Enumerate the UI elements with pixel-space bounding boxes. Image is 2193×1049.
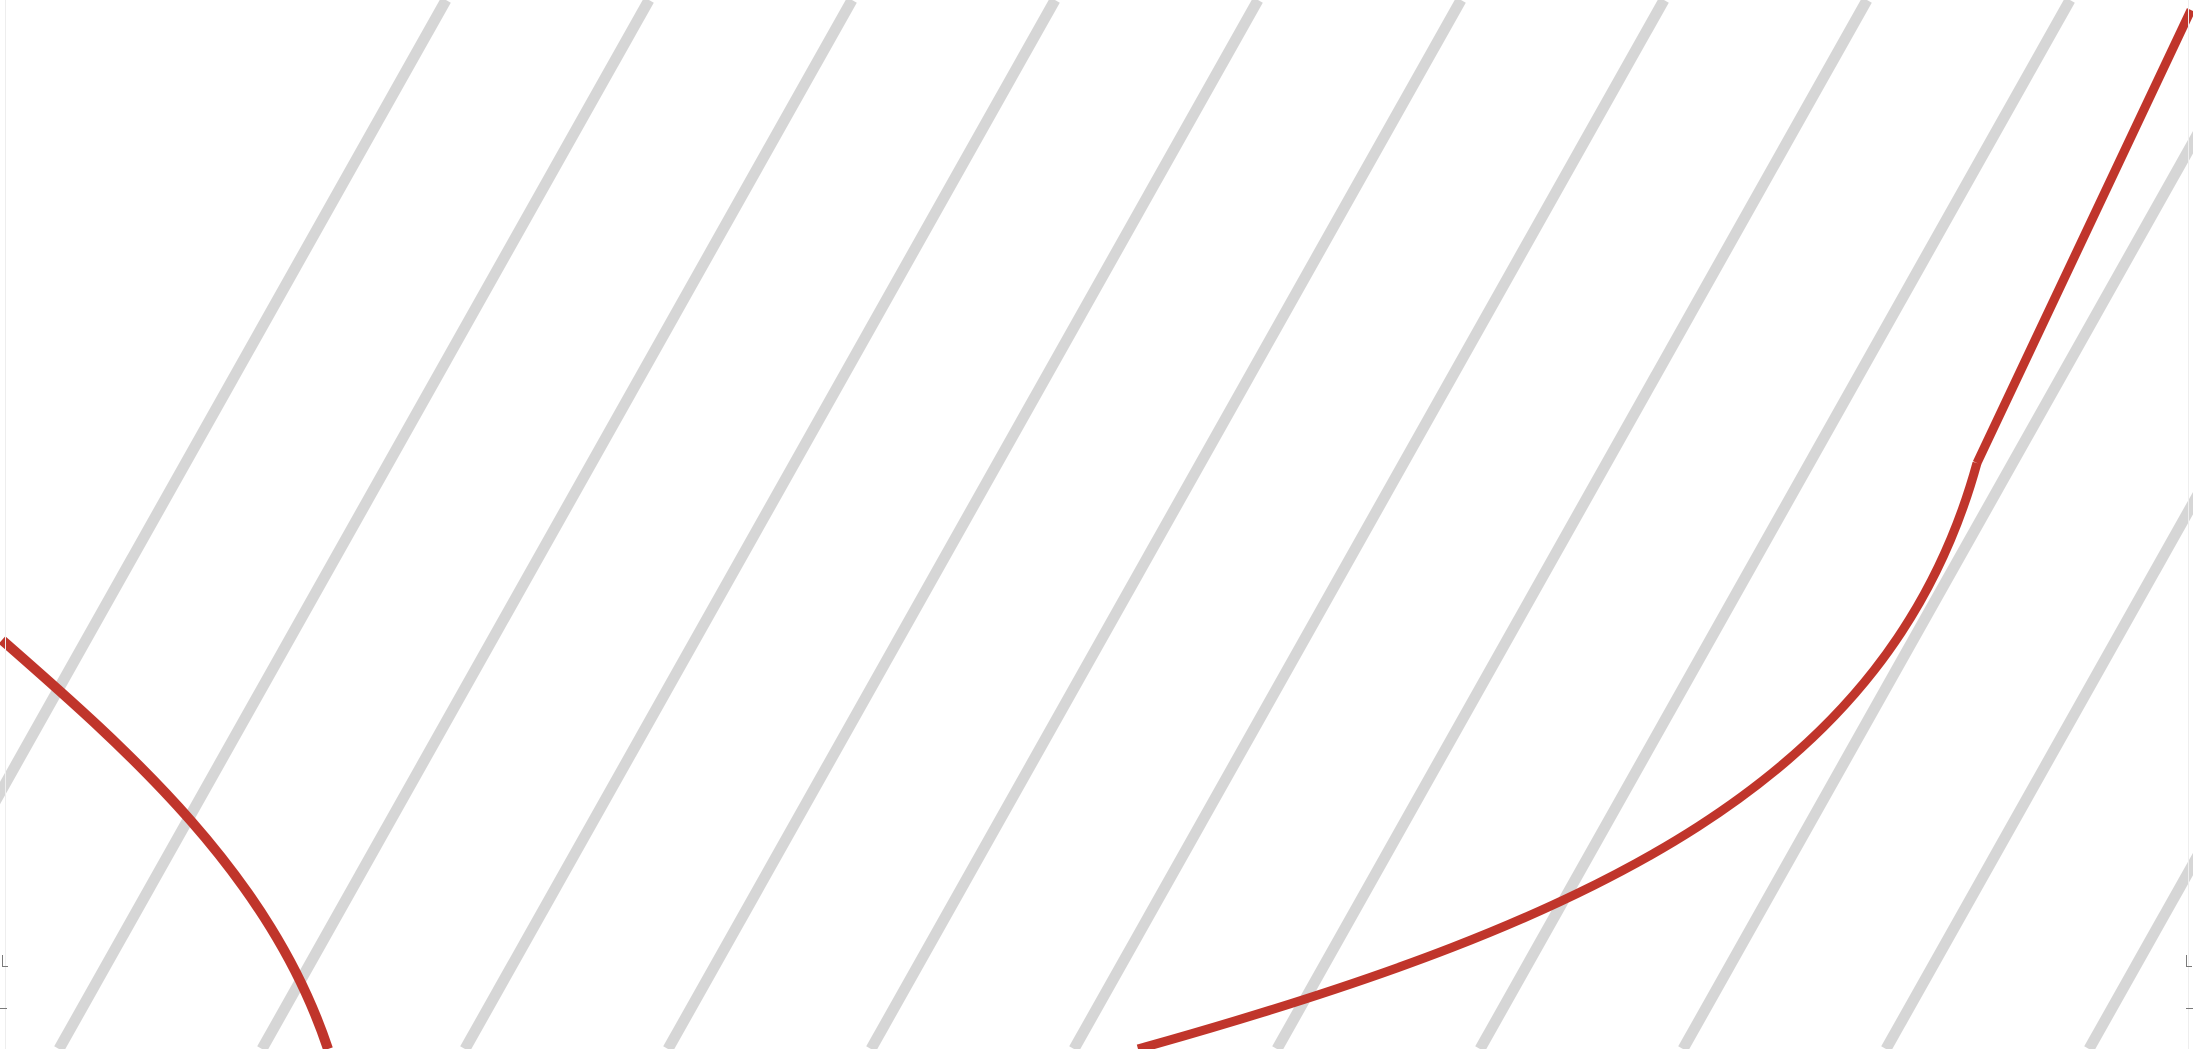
hatch-line [866,0,1466,1049]
hatch-line [2084,852,2193,1049]
hatch-line [0,0,451,805]
hatch-line [1475,0,2075,1049]
corner-mark-left-top [2,955,8,967]
tick-mark-left [0,1008,7,1009]
right-red-curve-upper [1972,8,2193,465]
hatch-line [663,0,1263,1049]
hatch-line [1069,0,1669,1049]
hatch-line [1272,0,1872,1049]
right-red-curve-lower [1136,461,1982,1049]
left-edge-guide [5,0,6,1049]
hatch-line [1678,131,2193,1049]
left-red-curve [0,636,333,1049]
red-curves [0,8,2193,1049]
hatch-line [460,0,1060,1049]
corner-mark-right-top [2186,955,2192,967]
hatch-line [1881,491,2193,1049]
hatch-line [257,0,857,1049]
hatch-line [54,0,654,1049]
tick-mark-right [2186,1008,2193,1009]
right-edge-guide [2188,0,2189,1049]
